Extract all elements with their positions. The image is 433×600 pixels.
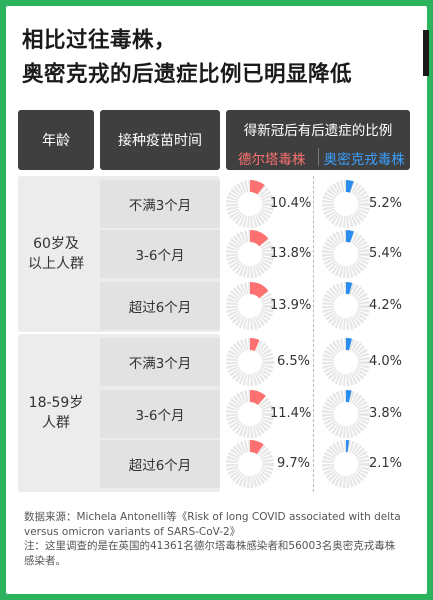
omicron-donut-slice — [322, 230, 370, 278]
omicron-value: 5.2% — [368, 196, 402, 211]
source-note: 数据来源：Michela Antonelli等《Risk of long COV… — [24, 510, 404, 568]
omicron-value: 2.1% — [368, 456, 402, 471]
column-divider — [313, 176, 314, 332]
column-divider — [313, 334, 314, 492]
title-line-1: 相比过往毒株， — [22, 28, 177, 53]
delta-value: 6.5% — [276, 354, 310, 369]
header-vaccine-time: 接种疫苗时间 — [100, 110, 220, 170]
corner-mark — [423, 30, 429, 76]
delta-donut-slice — [226, 180, 274, 228]
note-line: 注：这里调查的是在英国的41361名德尔塔毒株感染者和56003名奥密克戎毒株感… — [24, 540, 396, 567]
legend-separator — [317, 148, 319, 166]
delta-donut — [226, 338, 274, 386]
source-line: 数据来源：Michela Antonelli等《Risk of long COV… — [24, 511, 401, 538]
omicron-value: 4.0% — [368, 354, 402, 369]
omicron-donut — [322, 180, 370, 228]
delta-donut — [226, 390, 274, 438]
omicron-donut-slice — [322, 338, 370, 386]
delta-value: 13.8% — [270, 246, 312, 261]
omicron-donut-slice — [322, 282, 370, 330]
omicron-donut — [322, 282, 370, 330]
header-ratio-label: 得新冠后有后遗症的比例 — [243, 123, 393, 139]
delta-value: 11.4% — [270, 406, 312, 421]
vaccine-time-cell: 3-6个月 — [100, 390, 220, 438]
omicron-donut — [322, 230, 370, 278]
omicron-value: 5.4% — [368, 246, 402, 261]
delta-donut — [226, 230, 274, 278]
legend: 德尔塔毒株 奥密克戎毒株 — [226, 148, 410, 168]
omicron-donut-slice — [322, 180, 370, 228]
delta-donut-slice — [226, 230, 274, 278]
donut-track — [226, 338, 274, 386]
omicron-donut-slice — [322, 390, 370, 438]
omicron-donut — [322, 338, 370, 386]
delta-donut-slice — [226, 338, 274, 386]
omicron-donut-slice — [322, 440, 370, 488]
delta-donut-slice — [226, 390, 274, 438]
title-line-2: 奥密克戎的后遗症比例已明显降低 — [22, 62, 353, 87]
omicron-donut — [322, 440, 370, 488]
delta-donut-slice — [226, 282, 274, 330]
delta-donut — [226, 440, 274, 488]
group-label: 60岁及 以上人群 — [28, 236, 84, 272]
omicron-donut — [322, 390, 370, 438]
delta-donut-slice — [226, 440, 274, 488]
vaccine-time-cell: 超过6个月 — [100, 282, 220, 330]
delta-value: 13.9% — [270, 298, 312, 313]
delta-value: 9.7% — [276, 456, 310, 471]
vaccine-time-cell: 超过6个月 — [100, 440, 220, 488]
legend-omicron: 奥密克戎毒株 — [323, 152, 405, 168]
vaccine-time-cell: 不满3个月 — [100, 180, 220, 228]
vaccine-time-cell: 不满3个月 — [100, 338, 220, 386]
omicron-value: 3.8% — [368, 406, 402, 421]
omicron-value: 4.2% — [368, 298, 402, 313]
header-ratio: 得新冠后有后遗症的比例 德尔塔毒株 奥密克戎毒株 — [226, 110, 410, 170]
legend-delta: 德尔塔毒株 — [238, 152, 306, 168]
delta-value: 10.4% — [270, 196, 312, 211]
group-label: 18-59岁 人群 — [28, 395, 84, 431]
vaccine-time-cell: 3-6个月 — [100, 230, 220, 278]
header-age: 年龄 — [18, 110, 94, 170]
delta-donut — [226, 282, 274, 330]
delta-donut — [226, 180, 274, 228]
page-title: 相比过往毒株， 奥密克戎的后遗症比例已明显降低 — [22, 24, 412, 92]
